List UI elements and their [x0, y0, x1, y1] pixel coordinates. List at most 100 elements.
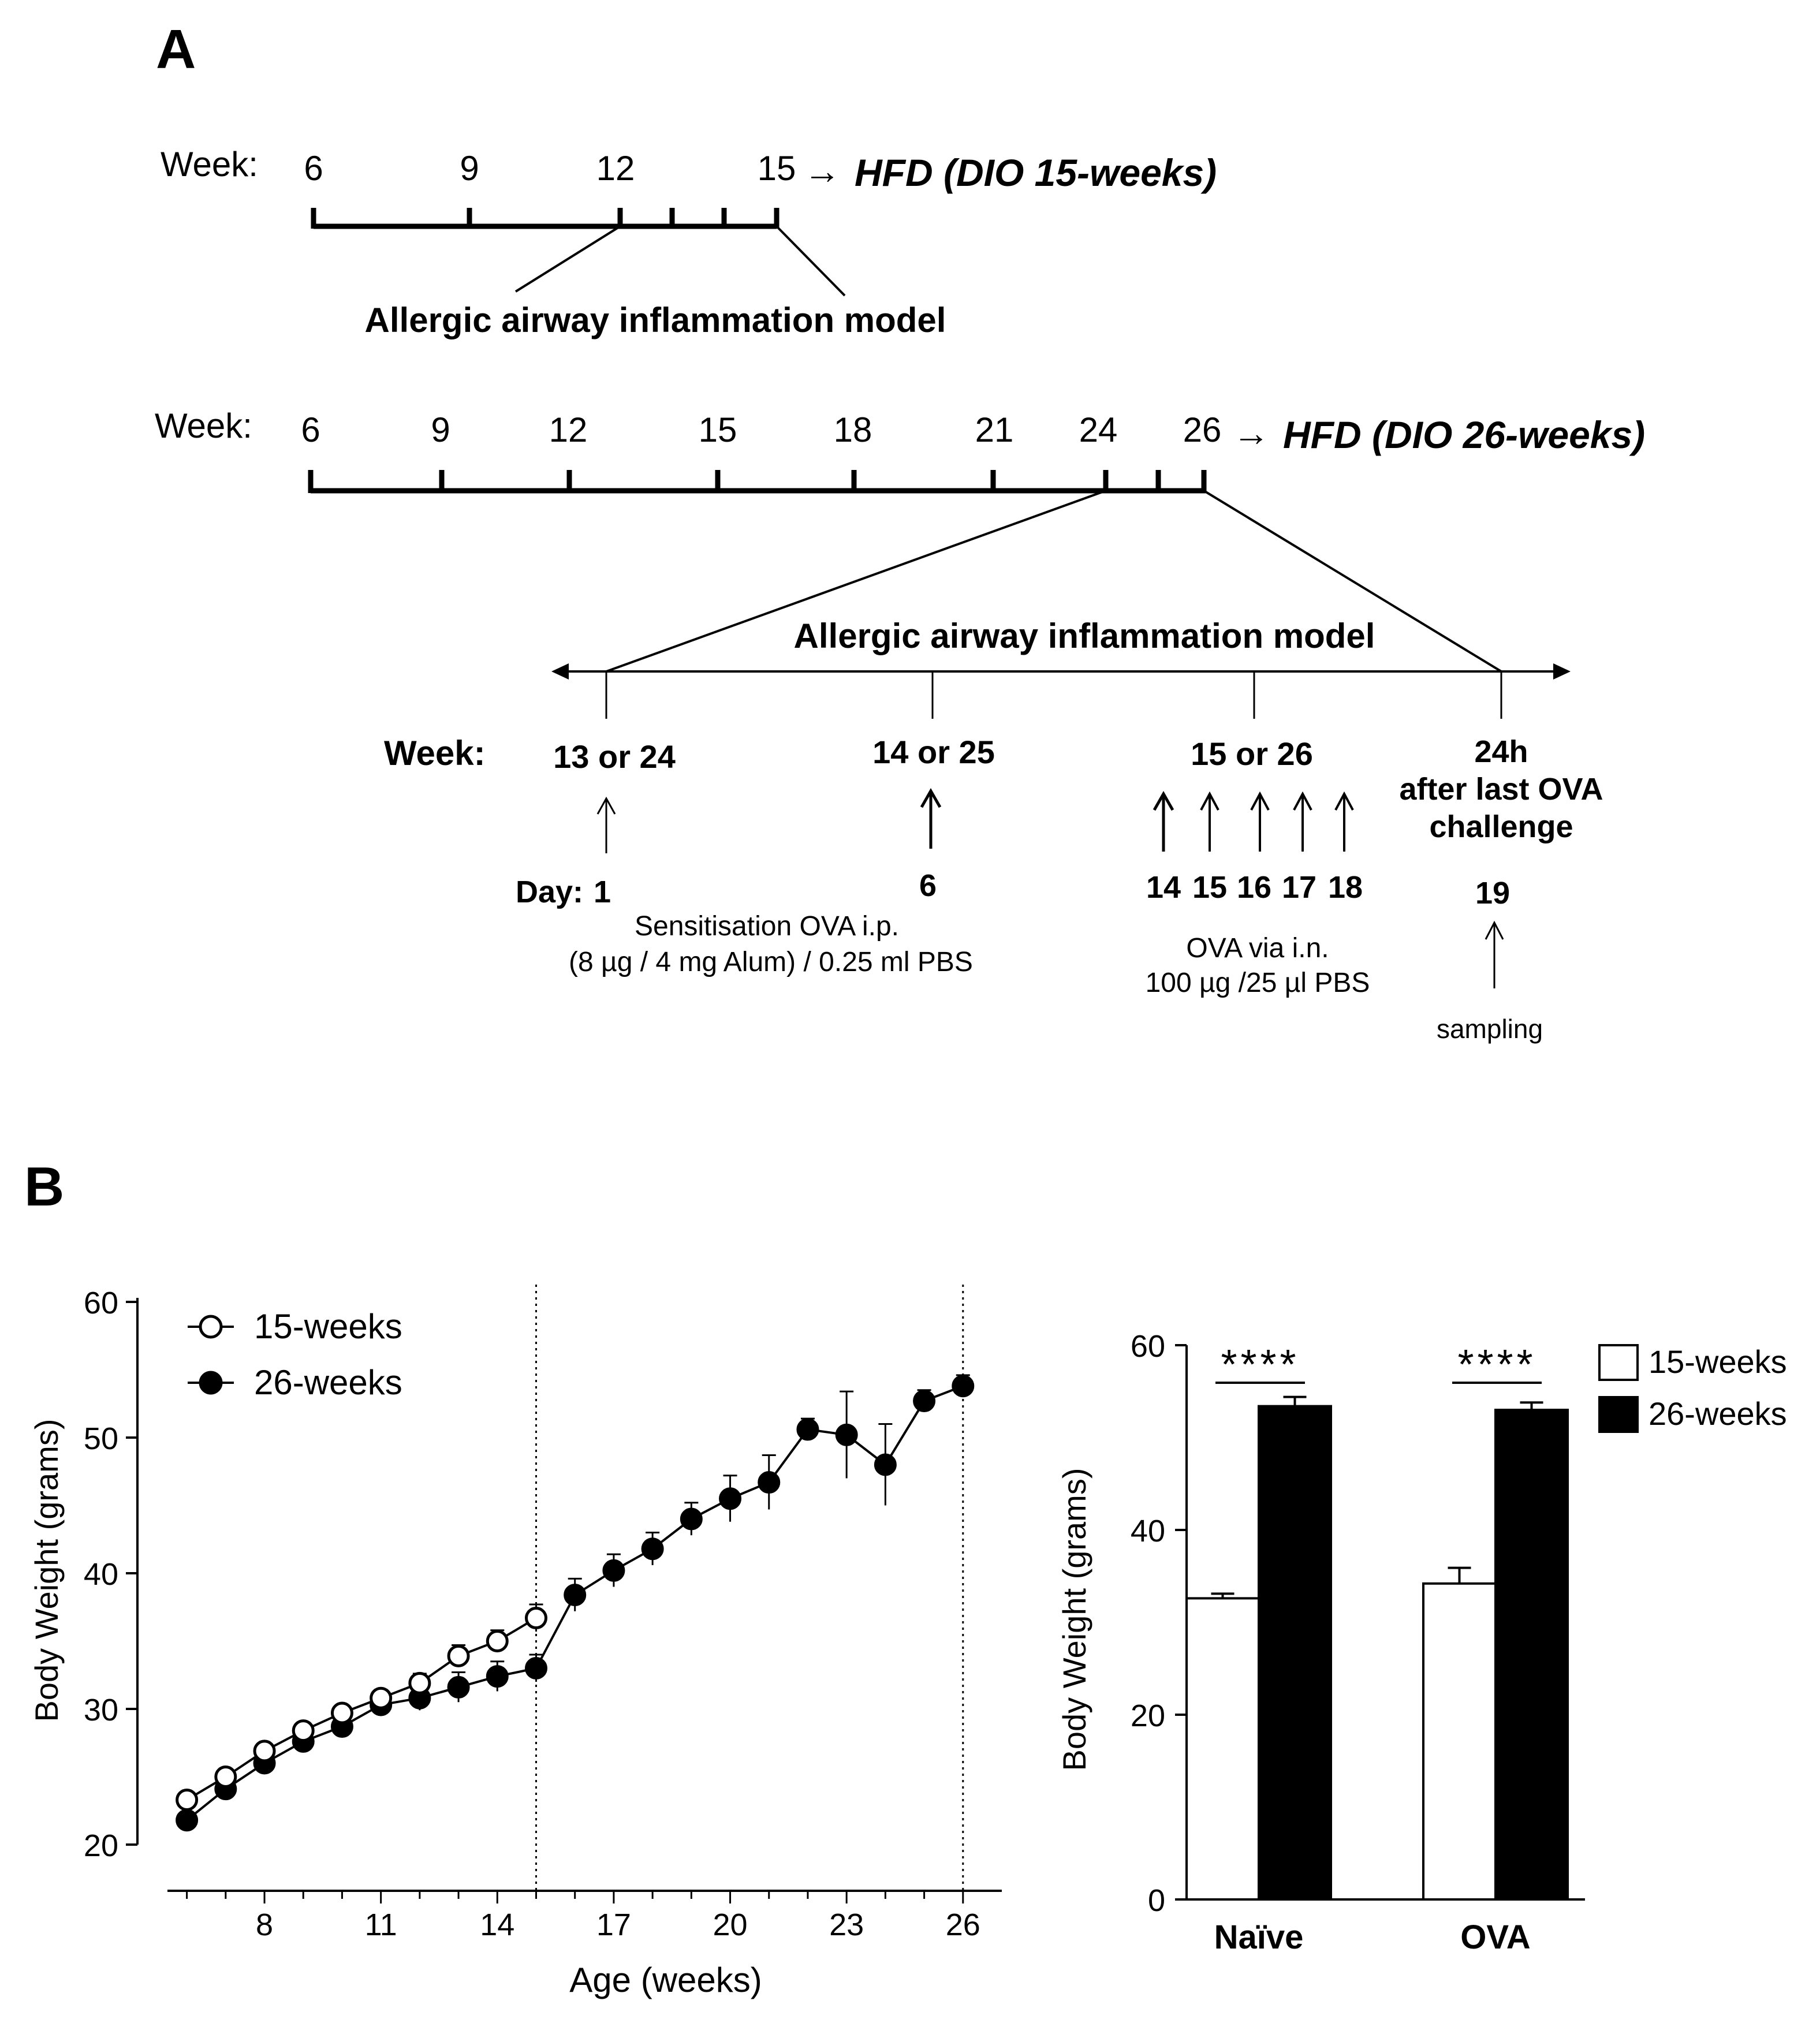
timeline2-label-18: 18	[834, 410, 872, 449]
sensitisation-line-2: (8 µg / 4 mg Alum) / 0.25 ml PBS	[569, 947, 973, 977]
protocol-day-label: Day:	[516, 875, 583, 909]
data-point-26-weeks-25	[913, 1390, 936, 1413]
data-point-26-weeks-17	[602, 1559, 625, 1582]
data-point-15-weeks-10	[330, 1701, 353, 1725]
bar-y-tick-label-60: 60	[1131, 1329, 1165, 1364]
category-label-1: OVA	[1460, 1919, 1530, 1956]
data-point-26-weeks-19	[680, 1507, 703, 1531]
timeline2-week-label: Week:	[155, 406, 252, 445]
data-point-15-weeks-9	[292, 1719, 315, 1742]
legend-label-15-weeks: 15-weeks	[254, 1307, 402, 1346]
x-tick-label-23: 23	[829, 1908, 864, 1942]
protocol-day-15: 15	[1192, 870, 1227, 905]
timeline1-label-15: 15	[758, 149, 796, 188]
timeline2-label-9: 9	[431, 410, 450, 449]
up-arrow-icon-day17	[1293, 791, 1312, 852]
line-chart-series	[176, 1374, 975, 1832]
legend-label-26-weeks: 26-weeks	[254, 1363, 402, 1402]
data-point-26-weeks-20	[719, 1487, 742, 1510]
y-tick-label-50: 50	[84, 1421, 118, 1456]
data-point-15-weeks-13	[447, 1644, 470, 1667]
sampling-label: sampling	[1437, 1014, 1543, 1044]
timeline1-arrow-icon: →	[804, 150, 841, 192]
line-chart-legend: 15-weeks 26-weeks	[188, 1307, 402, 1402]
bar-OVA-26-weeks	[1494, 1409, 1569, 1901]
data-point-26-weeks-14	[486, 1665, 509, 1688]
category-label-0: Naïve	[1214, 1919, 1304, 1956]
protocol-sampling-time-2: after last OVA	[1399, 772, 1603, 807]
up-arrow-icon-day15	[1200, 791, 1219, 852]
bar-y-tick-label-20: 20	[1131, 1699, 1165, 1733]
up-arrow-icon-day16	[1250, 791, 1270, 852]
data-point-15-weeks-8	[253, 1740, 276, 1763]
timeline1-diet-label: HFD (DIO 15-weeks)	[855, 151, 1217, 194]
timeline1-week-label: Week:	[161, 145, 258, 184]
bar-Naïve-26-weeks	[1258, 1405, 1332, 1901]
protocol-week-15-26: 15 or 26	[1191, 736, 1313, 772]
up-arrow-icon-sampling	[1485, 920, 1504, 988]
protocol-axis-right-arrow-icon	[1553, 663, 1571, 680]
data-point-26-weeks-6	[176, 1809, 199, 1832]
bar-legend-label-15-weeks: 15-weeks	[1649, 1343, 1787, 1380]
bar-chart-bars	[1185, 1395, 1569, 1901]
bar-legend-label-26-weeks: 26-weeks	[1649, 1395, 1787, 1432]
timeline-26-weeks: Week: 6 9 12 15 18 21 24 26 → HFD (DIO 2…	[155, 406, 1645, 673]
protocol-axis-left-arrow-icon	[551, 663, 569, 680]
bar-chart-y-label: Body Weight (grams)	[1056, 1468, 1092, 1771]
protocol-day-14: 14	[1146, 870, 1181, 905]
protocol-day-6: 6	[919, 868, 937, 903]
bar-Naïve-15-weeks	[1185, 1597, 1260, 1901]
x-tick-label-26: 26	[946, 1908, 980, 1942]
data-point-15-weeks-15	[524, 1607, 547, 1630]
challenge-line-2: 100 µg /25 µl PBS	[1146, 968, 1370, 998]
bar-OVA-15-weeks	[1422, 1582, 1497, 1901]
bar-y-tick-label-40: 40	[1131, 1514, 1165, 1548]
line-chart-x-label: Age (weeks)	[569, 1961, 762, 1999]
bar-chart-categories: Naïve OVA	[1214, 1919, 1531, 1956]
panel-a-label: A	[156, 18, 196, 80]
legend-white-box-icon	[1598, 1344, 1639, 1381]
y-tick-label-40: 40	[84, 1557, 118, 1592]
bar-chart-y-ticks: 0 20 40 60	[1131, 1329, 1187, 1918]
up-arrow-icon-day18	[1334, 791, 1354, 852]
protocol-week-13-24: 13 or 24	[553, 738, 676, 775]
data-point-26-weeks-16	[564, 1584, 587, 1607]
timeline2-label-24: 24	[1079, 410, 1118, 449]
timeline2-zoom-right	[1203, 490, 1502, 673]
bar-chart: 0 20 40 60 Naïve OVA **** **** Body Weight (g…	[1056, 1329, 1787, 1956]
line-chart-reference-lines	[535, 1285, 964, 1891]
timeline1-model-label: Allergic airway inflammation model	[365, 301, 946, 339]
data-point-15-weeks-11	[370, 1686, 393, 1710]
up-arrow-icon-day1	[596, 796, 616, 853]
x-tick-label-20: 20	[713, 1908, 747, 1942]
bar-chart-legend: 15-weeks 26-weeks	[1598, 1343, 1787, 1433]
timeline-15-weeks: Week: 6 9 12 15 → HFD (DIO 15-weeks) All…	[161, 145, 1217, 339]
data-point-15-weeks-14	[486, 1630, 509, 1652]
data-point-26-weeks-21	[758, 1471, 781, 1494]
y-tick-label-30: 30	[84, 1693, 118, 1727]
timeline1-label-6: 6	[304, 149, 323, 188]
bar-chart-significance: **** ****	[1215, 1342, 1542, 1388]
protocol-week-14-25: 14 or 25	[872, 734, 995, 770]
timeline1-zoom-left	[514, 225, 621, 293]
timeline2-label-26: 26	[1183, 410, 1222, 449]
line-chart-y-ticks: 20 30 40 50 60	[84, 1286, 137, 1863]
panel-b-label: B	[24, 1156, 64, 1218]
legend-black-box-icon	[1598, 1396, 1639, 1433]
protocol-day-19: 19	[1475, 876, 1510, 910]
line-chart-y-label: Body Weight (grams)	[28, 1419, 65, 1722]
up-arrow-icon-day6	[920, 787, 942, 849]
protocol-day-1: 1	[594, 875, 611, 909]
timeline1-label-9: 9	[460, 149, 479, 188]
legend-open-circle-icon	[199, 1315, 223, 1339]
protocol-day-17: 17	[1282, 870, 1316, 905]
bar-y-tick-label-0: 0	[1148, 1883, 1165, 1918]
protocol-title: Allergic airway inflammation model	[794, 617, 1375, 655]
protocol-sampling-time-3: challenge	[1429, 809, 1573, 844]
y-tick-label-60: 60	[84, 1286, 118, 1320]
data-point-15-weeks-7	[214, 1766, 237, 1788]
data-point-15-weeks-12	[408, 1671, 431, 1694]
timeline2-label-12: 12	[549, 410, 588, 449]
timeline2-arrow-icon: →	[1233, 412, 1270, 454]
